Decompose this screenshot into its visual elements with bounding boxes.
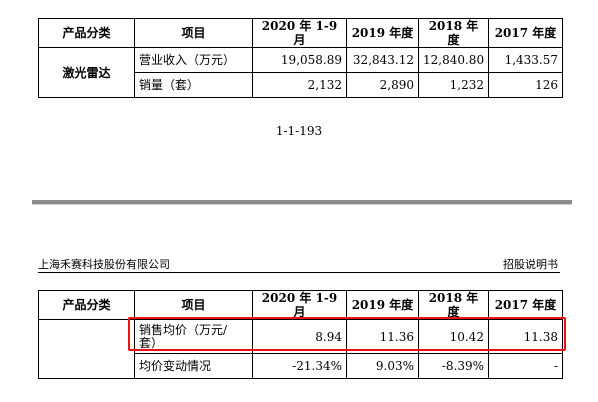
row-item: 均价变动情况 — [134, 353, 253, 379]
cell-2017: - — [488, 353, 563, 379]
row-item: 营业收入（万元） — [134, 47, 253, 73]
page-break-divider — [32, 200, 572, 205]
cell-2018: 12,840.80 — [418, 47, 489, 73]
cell-2017: 1,433.57 — [488, 47, 563, 73]
cell-2018: -8.39% — [418, 353, 489, 379]
table-row: 销量（套） 2,132 2,890 1,232 126 — [39, 72, 563, 98]
row-item-line1: 销售均价（万元/ — [139, 323, 228, 337]
header-2020: 2020 年 1-9 月 — [252, 290, 347, 320]
header-item: 项目 — [134, 18, 253, 48]
cell-2019: 32,843.12 — [346, 47, 419, 73]
header-item: 项目 — [134, 290, 253, 320]
table-row: 销售均价（万元/ 套） 8.94 11.36 10.42 11.38 — [38, 319, 563, 379]
category-cell: 激光雷达 — [38, 47, 135, 98]
header-category: 产品分类 — [38, 290, 135, 320]
header-2019: 2019 年度 — [346, 290, 419, 320]
table-header-row: 产品分类 项目 2020 年 1-9 月 2019 年度 2018 年度 201… — [38, 290, 563, 320]
header-2017: 2017 年度 — [488, 290, 563, 320]
header-rule — [38, 272, 560, 273]
cell-2020: 2,132 — [252, 72, 347, 98]
row-item: 销售均价（万元/ 套） — [134, 319, 253, 354]
header-2018: 2018 年度 — [418, 290, 489, 320]
cell-2018: 1,232 — [418, 72, 489, 98]
cell-2020: 8.94 — [252, 319, 347, 354]
category-cell — [38, 319, 135, 379]
cell-2017: 11.38 — [488, 319, 563, 354]
header-category: 产品分类 — [38, 18, 135, 48]
table-row: 均价变动情况 -21.34% 9.03% -8.39% - — [39, 353, 563, 379]
header-2017: 2017 年度 — [488, 18, 563, 48]
cell-2018: 10.42 — [418, 319, 489, 354]
table-row: 激光雷达 营业收入（万元） 19,058.89 32,843.12 12,840… — [38, 47, 563, 98]
table-header-row: 产品分类 项目 2020 年 1-9 月 2019 年度 2018 年度 201… — [38, 18, 563, 48]
cell-2019: 2,890 — [346, 72, 419, 98]
cell-2019: 11.36 — [346, 319, 419, 354]
row-item: 销量（套） — [134, 72, 253, 98]
cell-2020: 19,058.89 — [252, 47, 347, 73]
company-name: 上海禾赛科技股份有限公司 — [38, 258, 170, 271]
cell-2019: 9.03% — [346, 353, 419, 379]
cell-2020: -21.34% — [252, 353, 347, 379]
document-type: 招股说明书 — [503, 258, 558, 271]
header-2018: 2018 年度 — [418, 18, 489, 48]
cell-2017: 126 — [488, 72, 563, 98]
lidar-revenue-table: 产品分类 项目 2020 年 1-9 月 2019 年度 2018 年度 201… — [38, 18, 563, 98]
page-number: 1-1-193 — [275, 124, 323, 138]
header-2019: 2019 年度 — [346, 18, 419, 48]
header-2020: 2020 年 1-9 月 — [252, 18, 347, 48]
lidar-price-table: 产品分类 项目 2020 年 1-9 月 2019 年度 2018 年度 201… — [38, 290, 563, 379]
row-item-line2: 套） — [139, 336, 164, 350]
